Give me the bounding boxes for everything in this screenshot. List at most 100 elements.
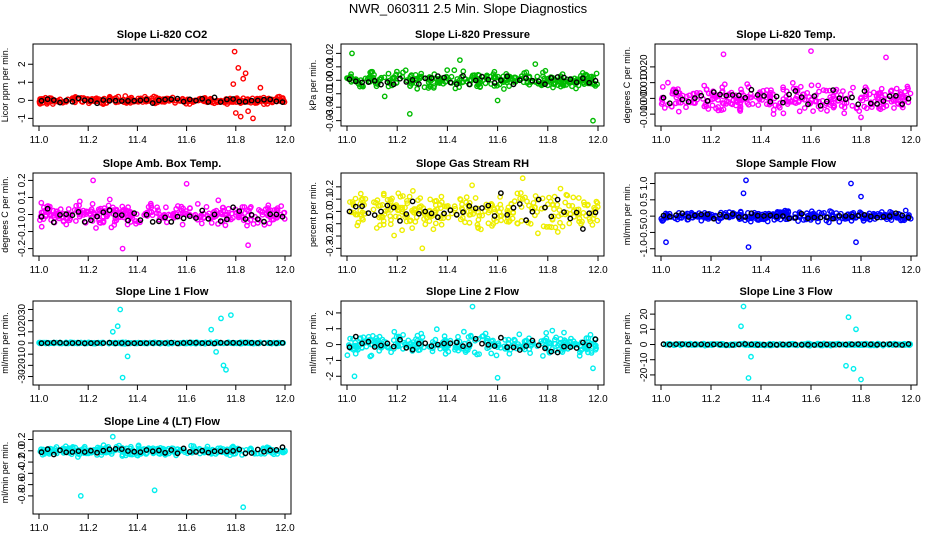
data-point	[563, 191, 570, 198]
data-point-average	[497, 334, 504, 341]
data-point-average	[773, 93, 780, 100]
data-point-average	[94, 100, 101, 107]
data-point	[500, 86, 507, 92]
data-point	[810, 108, 816, 115]
data-point	[119, 374, 126, 381]
x-tick-label: 11.0	[338, 394, 357, 405]
data-point	[208, 326, 215, 333]
data-point-average	[94, 449, 101, 456]
data-point	[149, 212, 156, 219]
data-point-average	[729, 211, 736, 217]
data-point	[905, 86, 911, 92]
data-point	[370, 74, 377, 81]
data-point	[517, 190, 524, 196]
data-point	[766, 91, 773, 98]
data-point	[406, 111, 413, 117]
data-point-average	[554, 349, 561, 356]
data-point	[430, 226, 437, 233]
data-point	[562, 199, 569, 206]
data-point	[516, 331, 523, 338]
y-tick-label: -1.0	[639, 240, 650, 258]
data-point-average	[786, 341, 792, 348]
data-point-average	[100, 209, 107, 216]
data-point	[505, 336, 512, 343]
data-point	[417, 195, 424, 202]
chart-title: Slope Line 4 (LT) Flow	[104, 416, 220, 428]
y-tick-label: 0.00	[325, 70, 336, 90]
data-point	[251, 450, 258, 457]
data-point-average	[805, 341, 811, 348]
data-point	[726, 342, 733, 349]
data-point-average	[704, 98, 711, 104]
data-point-average	[710, 215, 717, 222]
data-point-average	[717, 91, 723, 98]
data-point-average	[666, 100, 673, 107]
data-point-average	[242, 339, 249, 346]
y-tick-label: 20	[17, 315, 28, 327]
data-point	[515, 341, 521, 347]
data-point-average	[830, 215, 836, 222]
data-point	[815, 82, 822, 89]
data-point	[227, 452, 233, 459]
data-point	[715, 218, 722, 225]
data-point-average	[125, 217, 131, 224]
data-point	[545, 82, 551, 89]
data-point	[748, 94, 755, 101]
data-point	[409, 187, 416, 194]
data-point	[460, 79, 466, 85]
data-point-average	[279, 444, 286, 451]
data-point-average	[817, 102, 824, 109]
x-tick-label: 11.4	[438, 394, 457, 405]
data-point	[397, 204, 404, 211]
data-point	[866, 91, 873, 98]
data-point	[688, 209, 695, 216]
data-point	[387, 213, 394, 220]
data-point-average	[529, 208, 536, 215]
data-point-average	[273, 211, 280, 218]
data-point-average	[561, 209, 567, 216]
data-point	[796, 98, 802, 104]
data-point	[542, 342, 549, 349]
data-point-average	[242, 450, 249, 457]
data-point	[570, 194, 577, 201]
y-tick-label: 2	[325, 310, 336, 316]
data-point-average	[390, 81, 397, 88]
plot-frame	[340, 43, 605, 127]
data-point-average	[267, 211, 274, 218]
data-point-average	[761, 93, 767, 99]
data-point	[90, 177, 97, 184]
data-point	[877, 106, 884, 113]
x-tick-label: 11.4	[128, 523, 147, 534]
data-point-average	[554, 74, 561, 80]
data-point-average	[428, 210, 435, 217]
data-point-average	[867, 100, 874, 107]
data-point	[858, 94, 865, 101]
x-tick-label: 11.2	[702, 394, 721, 405]
data-point-average	[460, 343, 466, 350]
data-point	[240, 504, 247, 511]
data-point	[155, 450, 162, 457]
data-point	[823, 87, 830, 94]
data-point-average	[57, 339, 63, 346]
data-point-average	[415, 210, 422, 217]
data-point-average	[542, 81, 548, 88]
data-point-average	[466, 341, 473, 348]
data-point	[551, 193, 558, 200]
chart-title: Slope Li-820 CO2	[117, 29, 207, 41]
data-point	[206, 210, 212, 217]
data-point-average	[497, 77, 504, 84]
data-point-average	[586, 79, 593, 86]
data-point-average	[523, 217, 529, 224]
x-tick-label: 11.2	[388, 265, 407, 276]
data-point-average	[359, 340, 365, 347]
data-point	[498, 217, 504, 224]
data-point	[858, 376, 864, 383]
data-point	[494, 344, 501, 350]
data-point-average	[211, 211, 218, 218]
data-point-average	[100, 340, 107, 346]
data-point-average	[155, 447, 162, 454]
data-point	[245, 108, 252, 115]
x-tick-label: 11.0	[30, 135, 49, 146]
data-point	[510, 79, 517, 85]
data-point	[265, 202, 272, 209]
